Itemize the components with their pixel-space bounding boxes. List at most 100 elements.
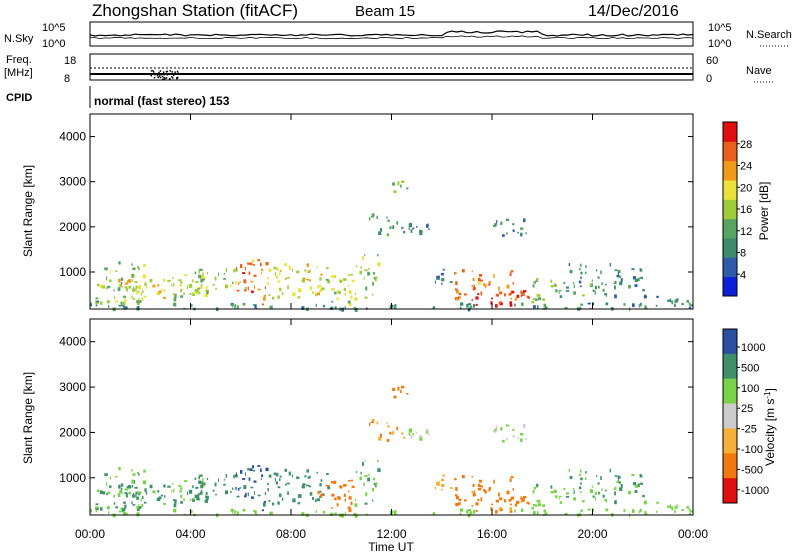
power-cell (520, 232, 523, 237)
velocity-cell (348, 496, 352, 500)
power-cell (304, 277, 306, 280)
power-cell (230, 285, 232, 288)
velocity-cell (125, 512, 128, 516)
power-cell (192, 293, 196, 296)
power-cell (191, 292, 195, 294)
velocity-cell (253, 510, 256, 512)
power-cell (331, 301, 334, 303)
velocity-cell (623, 509, 626, 512)
power-cell (277, 295, 280, 299)
power-panel: 1000 2000 3000 4000 Slant Range [km] 4 8 12 16… (21, 113, 771, 312)
velocity-cell (128, 485, 132, 489)
power-cell (327, 279, 330, 284)
power-cell (302, 277, 305, 281)
velocity-cell (242, 478, 246, 480)
velocity-cell (400, 389, 402, 393)
velocity-cell (188, 489, 193, 494)
velocity-cell (250, 486, 254, 489)
power-cell (565, 290, 570, 292)
power-cell (287, 285, 289, 290)
velocity-cell (572, 488, 575, 490)
power-cell (145, 285, 148, 289)
velocity-cell (410, 435, 413, 439)
velocity-cell (298, 494, 302, 498)
power-cell (284, 278, 287, 280)
power-cell (247, 262, 250, 265)
velocity-colorbar-label: Velocity [m s-1] (763, 388, 777, 466)
power-cell (198, 270, 201, 274)
power-cell (594, 290, 596, 295)
velocity-cell (224, 490, 229, 495)
velocity-cell (243, 485, 247, 490)
power-cell (437, 275, 440, 280)
velocity-cell (264, 492, 267, 495)
velocity-colorbar-frame (722, 328, 738, 504)
power-cell (125, 306, 128, 310)
velocity-cell (506, 438, 508, 441)
velocity-cell (491, 503, 493, 506)
power-cell (236, 305, 239, 309)
velocity-cell (288, 471, 291, 476)
velocity-cell (520, 496, 522, 500)
velocity-cell (136, 496, 139, 500)
nave-dot (162, 78, 164, 80)
velocity-cell (681, 509, 684, 512)
velocity-cell (598, 491, 600, 495)
velocity-cell (173, 488, 175, 493)
velocity-cell (496, 425, 498, 429)
velocity-cell (197, 493, 200, 496)
power-cell (279, 272, 281, 276)
velocity-cell (517, 500, 520, 504)
velocity-cell (291, 474, 293, 478)
velocity-cell (522, 498, 525, 502)
velocity-cell (671, 506, 674, 511)
velocity-cell (469, 511, 473, 515)
power-cell (632, 303, 635, 307)
velocity-cell (97, 489, 100, 493)
velocity-cell (344, 498, 346, 502)
power-cell (95, 304, 98, 307)
power-cell (667, 299, 671, 302)
power-cell (637, 277, 640, 282)
power-colorbar-tick-label: 4 (740, 269, 746, 281)
power-cell (136, 301, 140, 306)
velocity-cell (616, 480, 620, 484)
velocity-cell (449, 487, 453, 489)
power-cell (364, 296, 368, 299)
velocity-cell (632, 509, 635, 513)
velocity-cell (456, 495, 459, 500)
power-cell (580, 303, 583, 306)
velocity-cell (348, 480, 351, 482)
power-cell (179, 284, 183, 287)
power-colorbar-band (723, 180, 737, 200)
power-cell (157, 284, 160, 287)
velocity-cell (100, 507, 103, 511)
power-cell (434, 280, 436, 284)
velocity-cell (273, 472, 277, 476)
power-cell (579, 268, 581, 271)
power-cell (467, 308, 471, 312)
power-cell (372, 293, 374, 296)
velocity-cell (113, 502, 116, 505)
power-cell (386, 216, 388, 219)
velocity-panel: 1000 2000 3000 4000 Slant Range [km] 1000 50… (21, 318, 777, 518)
power-cell (670, 298, 672, 302)
power-cell (195, 281, 199, 283)
velocity-ylabel: Slant Range [km] (21, 372, 35, 464)
power-cell (199, 286, 203, 289)
power-cell (464, 293, 467, 296)
power-cell (261, 268, 264, 272)
velocity-cell (483, 488, 486, 492)
velocity-cell (355, 471, 358, 473)
velocity-cell (244, 472, 246, 476)
power-cell (235, 281, 237, 285)
power-cell (223, 278, 226, 280)
power-cell (370, 215, 375, 218)
velocity-cell (172, 483, 174, 485)
velocity-cell (134, 486, 138, 489)
power-cell (600, 270, 602, 275)
power-cell (142, 289, 144, 294)
velocity-cell (477, 499, 480, 501)
velocity-cell (251, 496, 254, 499)
velocity-cell (265, 467, 269, 472)
